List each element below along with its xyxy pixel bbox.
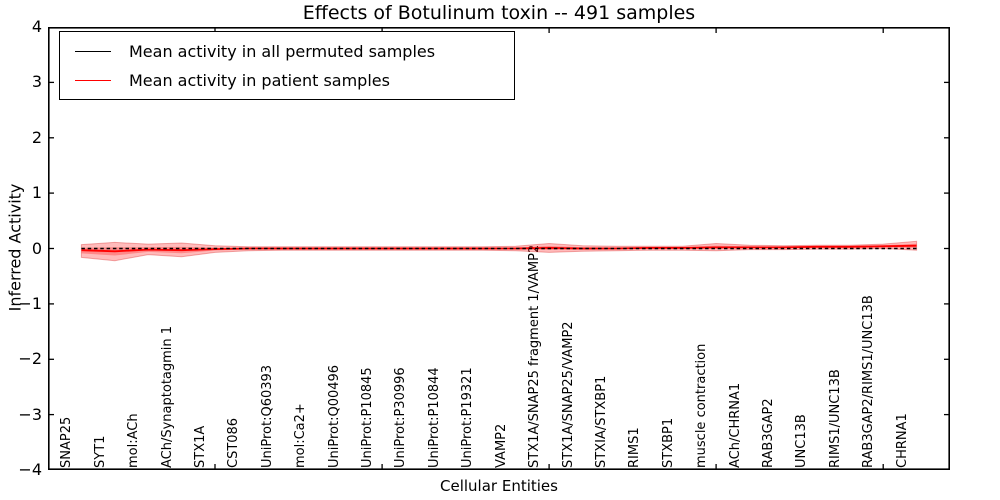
band-outer — [80, 240, 918, 262]
y-tick-label: −4 — [18, 460, 42, 479]
y-tick-label: 3 — [31, 72, 42, 92]
legend-label: Mean activity in all permuted samples — [129, 42, 436, 61]
chart-title: Effects of Botulinum toxin -- 491 sample… — [302, 2, 696, 24]
y-tick-label: 1 — [31, 183, 42, 203]
y-tick-label: 2 — [31, 127, 42, 147]
legend-label: Mean activity in patient samples — [129, 71, 390, 90]
y-tick-label: 0 — [31, 238, 42, 258]
plot-canvas — [47, 26, 951, 471]
y-tick-label: −3 — [18, 404, 42, 424]
plot-area — [47, 26, 951, 471]
legend: Mean activity in all permuted samples Mea… — [59, 31, 515, 100]
x-axis-label: Cellular Entities — [440, 477, 558, 495]
legend-line-sample — [75, 51, 111, 52]
y-tick-label: 4 — [31, 17, 42, 36]
legend-entry: Mean activity in all permuted samples — [60, 37, 514, 66]
axes-spines — [48, 27, 951, 470]
y-tick-label: −1 — [18, 293, 42, 313]
legend-entry: Mean activity in patient samples — [60, 66, 514, 95]
y-tick-label: −2 — [18, 349, 42, 369]
legend-line-sample — [75, 80, 111, 81]
